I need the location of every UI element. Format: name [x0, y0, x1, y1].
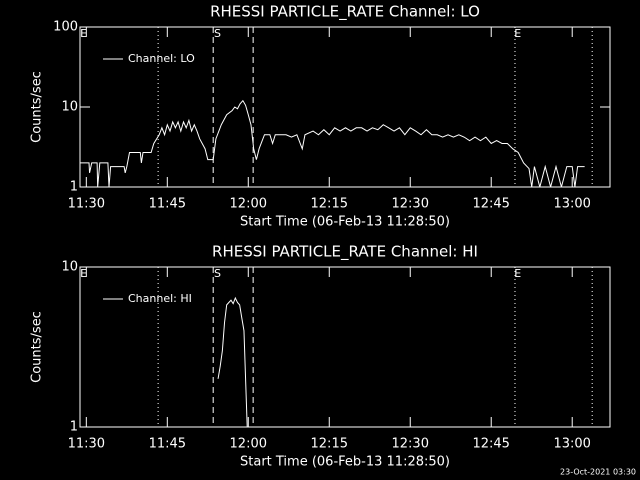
plot-frame: [79, 26, 611, 188]
y-tick-label: 1: [70, 420, 78, 435]
x-tick-label: 12:15: [311, 437, 348, 452]
x-tick-label: 11:45: [149, 437, 186, 452]
y-tick-label: 10: [61, 100, 78, 115]
x-tick-label: 13:00: [553, 437, 590, 452]
x-tick-label: 12:00: [230, 437, 267, 452]
footer-timestamp: 23-Oct-2021 03:30: [560, 468, 636, 477]
x-tick-label: 11:30: [68, 437, 105, 452]
x-tick-label: 11:30: [68, 197, 105, 212]
x-tick-label: 12:15: [311, 197, 348, 212]
y-tick-label: 10: [61, 260, 78, 275]
event-flag: E: [80, 267, 87, 280]
chart-title: RHESSI PARTICLE_RATE Channel: HI: [212, 243, 478, 262]
x-axis-label: Start Time (06-Feb-13 11:28:50): [240, 215, 450, 230]
legend-label: Channel: LO: [128, 52, 195, 65]
legend-label: Channel: HI: [128, 292, 192, 305]
chart-title: RHESSI PARTICLE_RATE Channel: LO: [210, 3, 480, 22]
x-tick-label: 12:30: [392, 197, 429, 212]
event-flag: S: [214, 267, 221, 280]
event-flag: E: [514, 27, 521, 40]
y-axis-label: Counts/sec: [30, 71, 45, 143]
series-line: [80, 99, 585, 187]
x-tick-label: 13:00: [553, 197, 590, 212]
event-flag: E: [80, 27, 87, 40]
x-axis-label: Start Time (06-Feb-13 11:28:50): [240, 455, 450, 470]
event-flag: E: [514, 267, 521, 280]
y-tick-label: 100: [53, 20, 78, 35]
plot-frame: [79, 266, 611, 428]
event-flag: S: [214, 27, 221, 40]
x-tick-label: 12:00: [230, 197, 267, 212]
x-tick-label: 11:45: [149, 197, 186, 212]
x-tick-label: 12:45: [472, 197, 509, 212]
x-tick-label: 12:45: [472, 437, 509, 452]
series-line: [217, 296, 248, 427]
y-tick-label: 1: [70, 180, 78, 195]
y-axis-label: Counts/sec: [30, 311, 45, 383]
x-tick-label: 12:30: [392, 437, 429, 452]
